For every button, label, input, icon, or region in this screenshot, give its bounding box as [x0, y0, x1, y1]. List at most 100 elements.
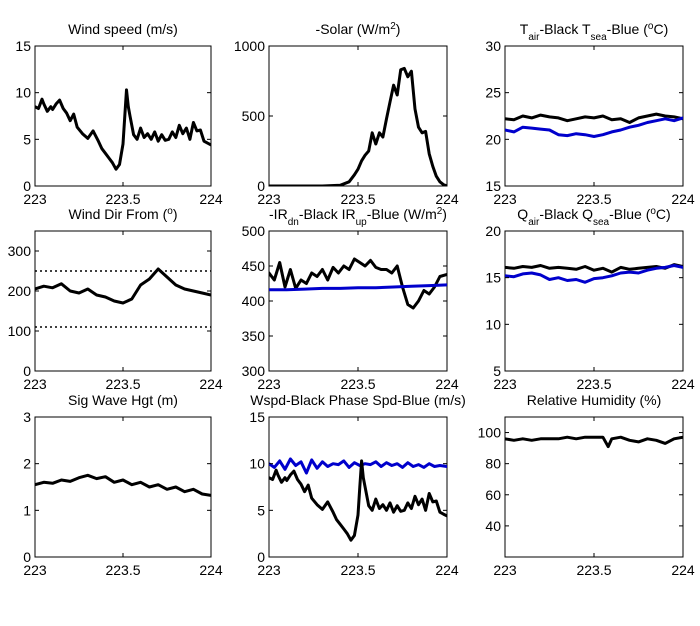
x-tick-label: 223	[257, 191, 281, 207]
x-tick-label: 223	[23, 191, 47, 207]
plot-area	[34, 416, 212, 558]
x-tick-label: 223	[493, 376, 517, 392]
x-tick-label: 223.5	[105, 562, 140, 578]
x-tick-label: 224	[671, 562, 695, 578]
plot-area	[34, 45, 212, 187]
y-tick-label: 80	[485, 456, 501, 472]
y-tick-label: 300	[242, 363, 266, 379]
y-tick-label: 100	[478, 425, 502, 441]
plot-area	[34, 230, 212, 372]
plot-area	[504, 230, 684, 372]
x-tick-label: 224	[199, 562, 223, 578]
panel-title: Relative Humidity (%)	[527, 392, 662, 408]
y-tick-label: 30	[485, 38, 501, 54]
y-tick-label: 60	[485, 487, 501, 503]
chart-panel: 223 223.5 224 0 500 1000 -Solar (W/m2)	[234, 21, 459, 208]
panel-title: Wind Dir From (o)	[68, 206, 177, 223]
y-tick-label: 20	[485, 131, 501, 147]
series-line	[505, 435, 683, 449]
y-tick-label: 1	[23, 502, 31, 518]
y-tick-label: 400	[242, 293, 266, 309]
chart-panel: 223 223.5 224 40 60 80 100 Relative Humidity (%…	[478, 392, 695, 578]
x-tick-label: 224	[435, 562, 459, 578]
plot-area	[268, 45, 448, 187]
y-tick-label: 0	[257, 178, 265, 194]
series-line	[35, 267, 211, 305]
series-line	[35, 473, 211, 497]
panel-title: Sig Wave Hgt (m)	[68, 392, 178, 408]
y-tick-label: 200	[8, 283, 32, 299]
x-tick-label: 224	[199, 191, 223, 207]
series-line	[505, 116, 683, 138]
x-tick-label: 223	[257, 376, 281, 392]
x-tick-label: 223.5	[105, 376, 140, 392]
y-tick-label: 0	[23, 178, 31, 194]
x-tick-label: 223	[23, 376, 47, 392]
y-tick-label: 10	[249, 456, 265, 472]
x-tick-label: 223.5	[340, 191, 375, 207]
plot-area	[268, 230, 448, 372]
y-tick-label: 0	[23, 363, 31, 379]
chart-panel: 223 223.5 224 0 5 10 15 Wind speed (m/s)	[15, 21, 222, 207]
panel-title: -Solar (W/m2)	[316, 21, 401, 38]
y-tick-label: 0	[23, 549, 31, 565]
y-tick-label: 500	[242, 223, 266, 239]
x-tick-label: 223.5	[340, 376, 375, 392]
y-tick-label: 10	[485, 316, 501, 332]
series-line	[269, 459, 447, 542]
y-tick-label: 2	[23, 456, 31, 472]
x-tick-label: 224	[671, 376, 695, 392]
y-tick-label: 10	[15, 85, 31, 101]
series-line	[269, 257, 447, 310]
y-tick-label: 100	[8, 323, 32, 339]
y-tick-label: 3	[23, 409, 31, 425]
x-tick-label: 223.5	[105, 191, 140, 207]
x-tick-label: 223	[257, 562, 281, 578]
x-tick-label: 224	[199, 376, 223, 392]
y-tick-label: 15	[485, 270, 501, 286]
y-tick-label: 500	[242, 108, 266, 124]
y-tick-label: 350	[242, 328, 266, 344]
chart-panel: 223 223.5 224 5 10 15 20 Qair-Black Qsea-Blue (…	[485, 206, 694, 393]
series-line	[505, 112, 683, 124]
x-tick-label: 224	[435, 376, 459, 392]
y-tick-label: 1000	[234, 38, 265, 54]
series-line	[269, 66, 447, 186]
series-line	[505, 264, 683, 284]
y-tick-label: 5	[257, 502, 265, 518]
chart-panel: 223 223.5 224 300 350 400 450 500-IRdn-Black IR…	[242, 206, 459, 393]
x-tick-label: 223.5	[340, 562, 375, 578]
panel-title: Tair-Black Tsea-Blue (oC)	[520, 21, 668, 43]
x-tick-label: 223	[493, 562, 517, 578]
y-tick-label: 25	[485, 85, 501, 101]
y-tick-label: 5	[23, 131, 31, 147]
x-tick-label: 223	[493, 191, 517, 207]
x-tick-label: 223.5	[576, 562, 611, 578]
x-tick-label: 223	[23, 562, 47, 578]
panel-title: Wspd-Black Phase Spd-Blue (m/s)	[250, 392, 466, 408]
series-line	[269, 457, 447, 475]
y-tick-label: 300	[8, 243, 32, 259]
chart-panel: 223 223.5 224 0 100 200 300 Wind Dir From (o)	[8, 206, 223, 393]
series-line	[505, 263, 683, 274]
y-tick-label: 15	[249, 409, 265, 425]
x-tick-label: 224	[435, 191, 459, 207]
series-line	[269, 283, 447, 292]
series-line	[35, 88, 211, 171]
y-tick-label: 15	[485, 178, 501, 194]
y-tick-label: 0	[257, 549, 265, 565]
y-tick-label: 40	[485, 518, 501, 534]
chart-panel: 223 223.5 224 15 20 25 30 Tair-Black Tsea-Blue …	[485, 21, 694, 208]
y-tick-label: 20	[485, 223, 501, 239]
panel-title: -IRdn-Black IRup-Blue (W/m2)	[269, 206, 447, 228]
panel-title: Qair-Black Qsea-Blue (oC)	[517, 206, 670, 228]
x-tick-label: 223.5	[576, 191, 611, 207]
plot-area	[504, 45, 684, 187]
panel-title: Wind speed (m/s)	[68, 21, 178, 37]
x-tick-label: 223.5	[576, 376, 611, 392]
x-tick-label: 224	[671, 191, 695, 207]
y-tick-label: 5	[493, 363, 501, 379]
chart-panel: 223 223.5 224 0 1 2 3 Sig Wave Hgt (m)	[23, 392, 223, 578]
